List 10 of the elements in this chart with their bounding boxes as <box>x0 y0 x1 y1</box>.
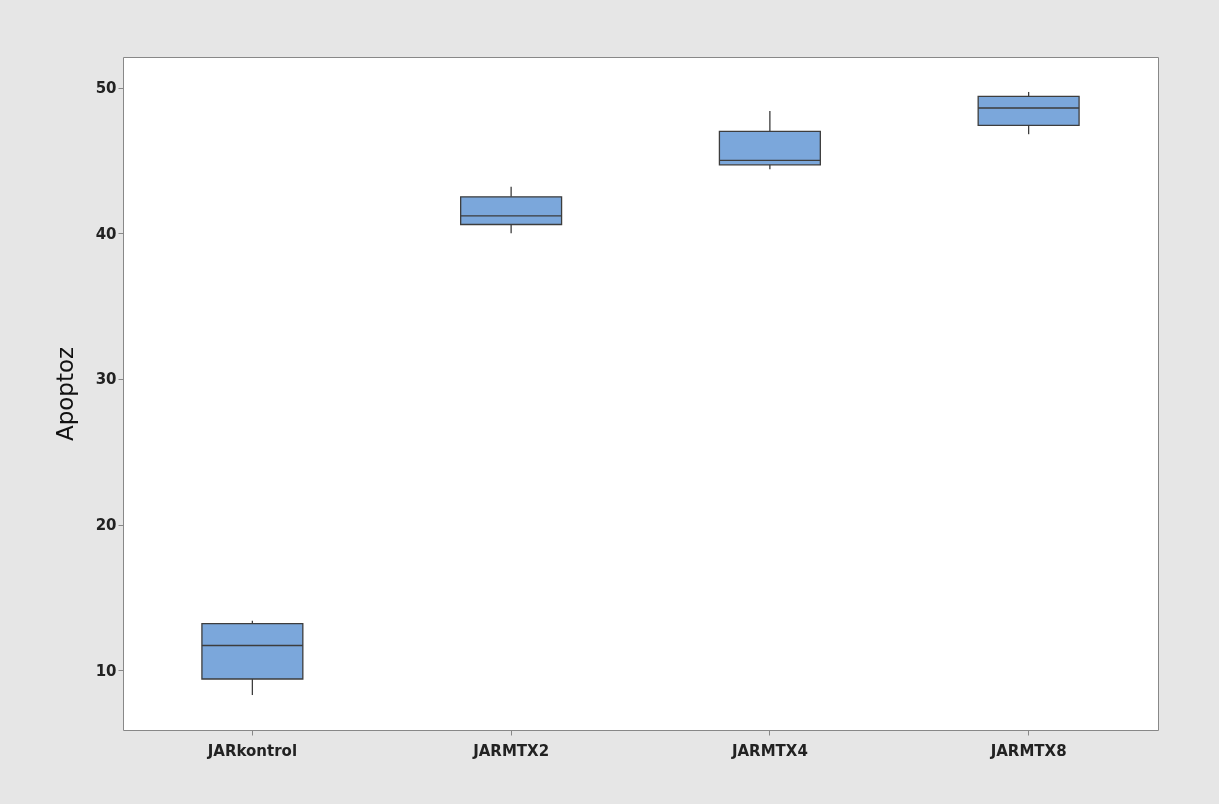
y-tick-label: 20 <box>95 516 117 535</box>
x-tick-label: JARMTX2 <box>472 741 550 760</box>
y-tick-label: 40 <box>95 224 117 243</box>
x-tick-label: JARMTX4 <box>730 741 808 760</box>
y-tick-label: 10 <box>95 661 117 680</box>
y-tick-label: 30 <box>95 370 117 389</box>
y-tick-label: 50 <box>95 79 117 98</box>
x-tick-label: JARMTX8 <box>989 741 1067 760</box>
x-tick-label: JARkontrol <box>206 741 298 760</box>
y-axis-title: Apoptoz <box>51 346 78 442</box>
